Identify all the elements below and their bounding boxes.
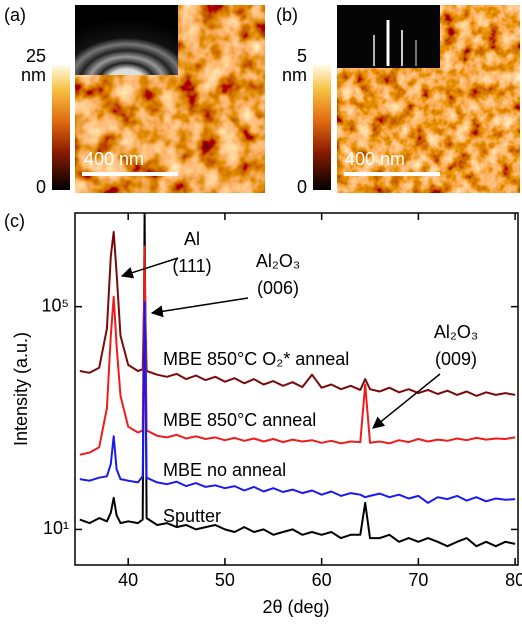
y-axis-label: Intensity (a.u.) (11, 332, 31, 446)
x-tick-label: 70 (408, 570, 428, 590)
x-tick-label: 80 (505, 570, 522, 590)
annotation: (111) (172, 256, 211, 276)
annotation: (006) (257, 278, 299, 298)
data-line (79, 301, 516, 504)
diffraction-inset (75, 5, 178, 75)
panel-b: (b) 5 nm 0 400 nm (276, 5, 520, 197)
annotation-arrow (150, 297, 249, 318)
y-tick-label: 10¹ (43, 518, 69, 538)
annotation-arrow (120, 257, 179, 279)
scale-bar-label: 400 nm (345, 149, 405, 169)
panel-label: (c) (4, 211, 25, 231)
annotation-arrow (372, 373, 441, 429)
colorbar (313, 65, 331, 190)
annotation: Al₂O₃ (434, 322, 478, 342)
y-tick-label: 10⁵ (42, 295, 69, 315)
x-axis-label: 2θ (deg) (262, 597, 329, 617)
series-label: MBE 850°C anneal (163, 410, 316, 430)
data-line (79, 230, 516, 397)
colorbar-min: 0 (36, 177, 46, 197)
scale-bar-label: 400 nm (84, 149, 144, 169)
panel-label: (a) (4, 5, 26, 25)
panel-label: (b) (276, 5, 298, 25)
annotation: Al (184, 229, 200, 249)
series-label: MBE no anneal (163, 460, 286, 480)
colorbar-min: 0 (297, 177, 307, 197)
colorbar-unit: nm (21, 65, 46, 85)
annotation: Al₂O₃ (256, 251, 300, 271)
colorbar-max: 25 (26, 46, 46, 66)
data-line (79, 213, 516, 548)
data-line (79, 245, 516, 456)
annotation: (009) (435, 349, 477, 369)
streaks (373, 20, 417, 66)
x-tick-label: 40 (118, 570, 138, 590)
x-tick-label: 60 (312, 570, 332, 590)
x-tick-label: 50 (215, 570, 235, 590)
panel-a: (a) 25 nm 0 400 nm (4, 5, 265, 197)
series-label: Sputter (163, 506, 221, 526)
colorbar-max: 5 (297, 46, 307, 66)
colorbar-unit: nm (282, 65, 307, 85)
colorbar (52, 65, 70, 190)
series-label: MBE 850°C O₂* anneal (163, 349, 349, 369)
plot-frame (74, 212, 519, 566)
